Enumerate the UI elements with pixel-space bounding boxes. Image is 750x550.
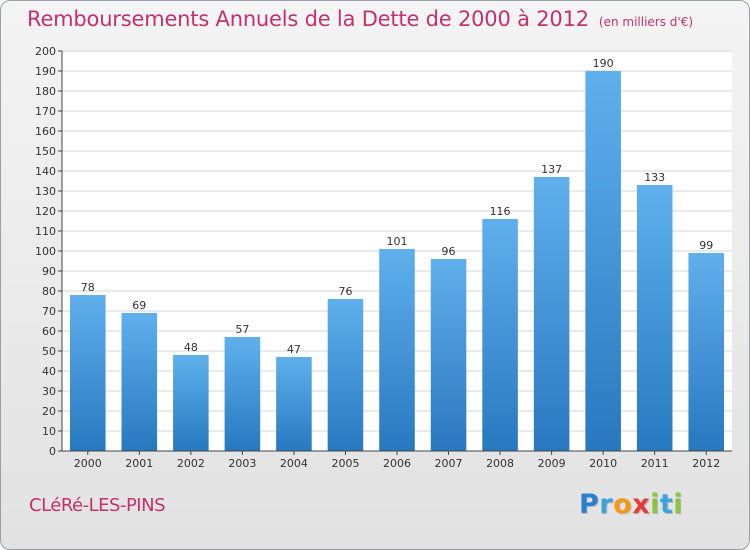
- y-tick-label: 90: [42, 265, 56, 278]
- y-tick-label: 190: [35, 65, 56, 78]
- bar-2007: [430, 259, 467, 451]
- logo-letter: i: [673, 489, 684, 520]
- chart-title-text: Remboursements Annuels de la Dette de 20…: [27, 7, 589, 31]
- y-tick-label: 110: [35, 225, 56, 238]
- bar-value-label: 96: [442, 245, 456, 258]
- bar-value-label: 78: [81, 281, 95, 294]
- bar-value-label: 57: [235, 323, 249, 336]
- x-tick-label: 2000: [74, 457, 102, 470]
- y-tick-label: 170: [35, 105, 56, 118]
- x-axis-ticks: 2000 2001 2002 2003 2004 2005 2006 2007 2008 2009…: [74, 451, 720, 470]
- logo-letter: r: [599, 489, 614, 520]
- x-tick-label: 2002: [177, 457, 205, 470]
- y-axis-ticks: 0 10 20 30 40 50 60 70 80 90 100 110 120 130 140 150 160…: [35, 45, 62, 458]
- y-tick-label: 20: [42, 405, 56, 418]
- x-tick-label: 2007: [435, 457, 463, 470]
- y-tick-label: 200: [35, 45, 56, 58]
- bar-2006: [379, 249, 415, 451]
- x-tick-label: 2008: [486, 457, 514, 470]
- bar-2003: [224, 337, 261, 451]
- bar-2011: [636, 185, 673, 451]
- x-tick-label: 2012: [692, 457, 720, 470]
- logo-letter: i: [650, 489, 660, 520]
- y-tick-label: 0: [49, 445, 56, 458]
- y-tick-label: 180: [35, 85, 56, 98]
- logo-letter: o: [613, 489, 633, 520]
- chart-subtitle: (en milliers d'€): [598, 15, 694, 29]
- bar-value-label: 48: [184, 341, 198, 354]
- bar-2000: [69, 295, 106, 451]
- bar-value-label: 190: [593, 57, 614, 70]
- bars: [69, 71, 725, 451]
- x-tick-label: 2006: [383, 457, 411, 470]
- y-tick-label: 100: [35, 245, 56, 258]
- logo-letter: P: [579, 489, 600, 520]
- bar-2008: [482, 219, 518, 451]
- x-tick-label: 2009: [538, 457, 566, 470]
- bar-2010: [585, 71, 621, 451]
- y-tick-label: 130: [35, 185, 56, 198]
- y-tick-label: 140: [35, 165, 56, 178]
- logo-letter: t: [659, 489, 674, 520]
- logo-letter: x: [632, 489, 651, 520]
- y-tick-label: 10: [42, 425, 56, 438]
- bar-2002: [173, 355, 209, 451]
- y-tick-label: 40: [42, 365, 56, 378]
- bar-value-label: 133: [644, 171, 665, 184]
- y-tick-label: 150: [35, 145, 56, 158]
- y-tick-label: 80: [42, 285, 56, 298]
- x-tick-label: 2011: [641, 457, 669, 470]
- data-labels: 78 69 48 57 47 76 101 96 116 137 190 133 99: [81, 57, 713, 356]
- bar-2005: [327, 299, 364, 451]
- bar-value-label: 101: [387, 235, 408, 248]
- bar-2004: [276, 357, 312, 451]
- bar-value-label: 99: [699, 239, 713, 252]
- y-tick-label: 30: [42, 385, 56, 398]
- chart-title: Remboursements Annuels de la Dette de 20…: [27, 7, 693, 31]
- bar-value-label: 76: [338, 285, 352, 298]
- y-tick-label: 50: [42, 345, 56, 358]
- bar-2009: [533, 177, 570, 451]
- bar-2001: [121, 313, 158, 451]
- bar-value-label: 116: [490, 205, 511, 218]
- bar-value-label: 137: [541, 163, 562, 176]
- x-tick-label: 2004: [280, 457, 308, 470]
- commune-name: CLéRé-LES-PINS: [29, 495, 166, 516]
- y-tick-label: 160: [35, 125, 56, 138]
- x-tick-label: 2001: [125, 457, 153, 470]
- bar-value-label: 69: [132, 299, 146, 312]
- y-tick-label: 70: [42, 305, 56, 318]
- y-tick-label: 60: [42, 325, 56, 338]
- bar-value-label: 47: [287, 343, 301, 356]
- x-tick-label: 2003: [228, 457, 256, 470]
- x-tick-label: 2010: [589, 457, 617, 470]
- x-tick-label: 2005: [331, 457, 359, 470]
- bar-2012: [688, 253, 725, 451]
- proxiti-logo: Proxiti: [579, 489, 683, 520]
- y-tick-label: 120: [35, 205, 56, 218]
